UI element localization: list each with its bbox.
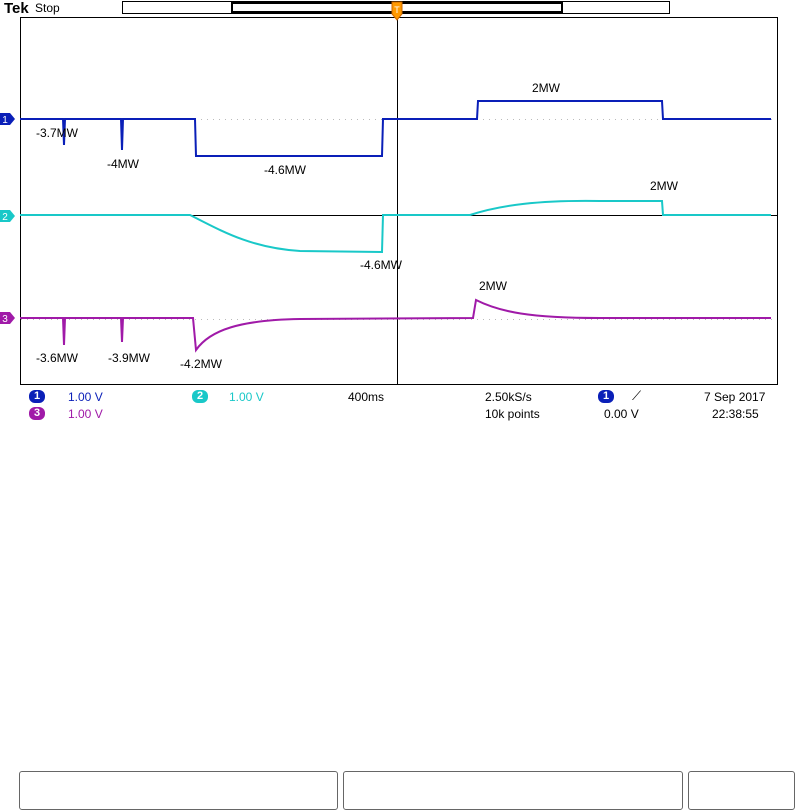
date-readout: 7 Sep 2017: [704, 390, 765, 404]
annotation-label: -3.7MW: [36, 126, 79, 140]
time-per-division[interactable]: 400ms: [348, 390, 384, 404]
ch2-ground-marker[interactable]: 2: [0, 210, 15, 223]
time-readout: 22:38:55: [712, 407, 759, 421]
trigger-source-badge[interactable]: 1: [598, 390, 614, 403]
ch3-ground-marker[interactable]: 3: [0, 312, 15, 325]
annotation-label: -4MW: [107, 157, 140, 171]
bottom-status-bar: 1 1.00 V 2 1.00 V 3 1.00 V 400ms 2.50kS/…: [0, 385, 800, 427]
sample-rate: 2.50kS/s: [485, 390, 532, 404]
ch1-ground-marker[interactable]: 1: [0, 113, 15, 126]
annotation-label: -4.2MW: [180, 357, 223, 371]
ch3-badge[interactable]: 3: [29, 407, 45, 420]
ch1-badge[interactable]: 1: [29, 390, 45, 403]
annotation-label: -3.6MW: [36, 351, 79, 365]
record-length: 10k points: [485, 407, 540, 421]
annotation-label: 2MW: [532, 81, 561, 95]
annotation-label: -4.6MW: [360, 258, 403, 272]
annotation-label: -3.9MW: [108, 351, 151, 365]
annotation-label: 2MW: [479, 279, 508, 293]
annotation-label: 2MW: [650, 179, 679, 193]
graticule: [20, 17, 778, 385]
ch3-scale[interactable]: 1.00 V: [68, 407, 103, 421]
svg-text:2: 2: [2, 212, 8, 223]
waveform-annotations: -3.7MW -4MW -4.6MW 2MW -4.6MW 2MW -3.6MW…: [36, 81, 679, 371]
ch2-badge[interactable]: 2: [192, 390, 208, 403]
ch3-waveform: [20, 300, 771, 350]
svg-text:1: 1: [2, 115, 8, 126]
ch2-waveform: [20, 201, 771, 252]
ch1-waveform: [20, 101, 771, 156]
annotation-label: -4.6MW: [264, 163, 307, 177]
ch1-scale[interactable]: 1.00 V: [68, 390, 103, 404]
waveform-display: T 1 2 3 -3.7MW -4MW -4.6MW 2MW -4.6MW 2M…: [0, 0, 800, 427]
acquisition-panel: [343, 771, 683, 810]
svg-text:T: T: [394, 5, 400, 15]
svg-text:3: 3: [2, 314, 8, 325]
datetime-panel: [688, 771, 795, 810]
trigger-level[interactable]: 0.00 V: [604, 407, 639, 421]
channel-settings-panel: [19, 771, 338, 810]
rising-edge-icon: ⟋: [632, 389, 641, 403]
ch2-scale[interactable]: 1.00 V: [229, 390, 264, 404]
